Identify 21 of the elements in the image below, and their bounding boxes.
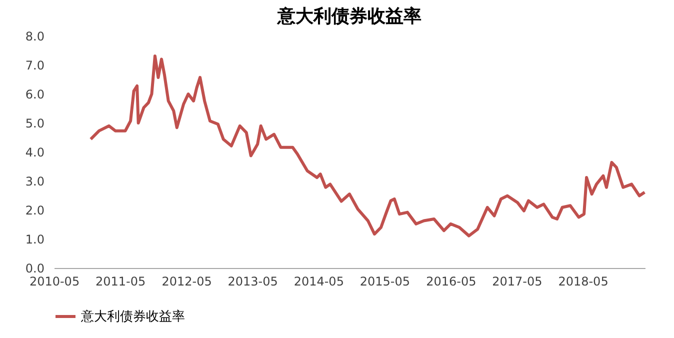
x-tick-label: 2013-05	[228, 274, 278, 288]
y-tick-label: 8.0	[25, 30, 44, 44]
y-tick-label: 0.0	[25, 262, 44, 276]
x-tick-label: 2014-05	[294, 274, 344, 288]
chart-title: 意大利债券收益率	[276, 6, 422, 27]
y-tick-label: 4.0	[25, 146, 44, 160]
x-tick-label: 2011-05	[95, 274, 146, 288]
x-tick-label: 2018-05	[558, 274, 608, 288]
y-tick-label: 6.0	[25, 88, 44, 102]
x-tick-label: 2017-05	[492, 274, 542, 288]
y-tick-label: 5.0	[25, 116, 44, 130]
legend-label: 意大利债券收益率	[80, 308, 185, 324]
y-tick-label: 2.0	[25, 204, 44, 218]
y-tick-label: 7.0	[25, 58, 44, 72]
y-tick-label: 3.0	[25, 174, 44, 188]
x-tick-label: 2010-05	[29, 274, 80, 288]
x-tick-label: 2015-05	[360, 274, 410, 288]
y-tick-label: 1.0	[25, 232, 44, 246]
x-tick-label: 2012-05	[162, 274, 212, 288]
x-tick-label: 2016-05	[426, 274, 476, 288]
line-series	[89, 54, 646, 238]
